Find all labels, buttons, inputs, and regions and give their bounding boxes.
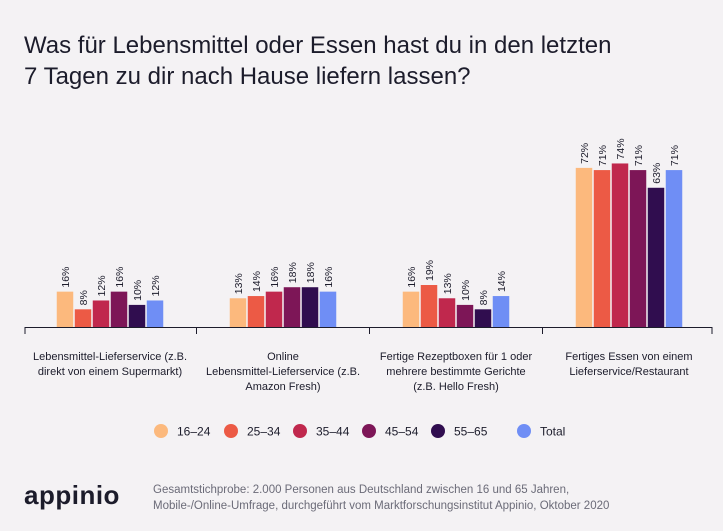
bar-25-34-group-4 bbox=[593, 170, 611, 327]
legend-marker bbox=[431, 424, 445, 438]
data-label: 71% bbox=[633, 145, 645, 166]
category-label: Fertiges Essen von einem bbox=[565, 351, 692, 363]
footnote-line-2: Mobile-/Online-Umfrage, durchgeführt vom… bbox=[153, 500, 610, 512]
data-label: 16% bbox=[269, 267, 281, 288]
data-label: 71% bbox=[597, 145, 609, 166]
bar-35-44-group-4 bbox=[611, 163, 629, 327]
data-label: 16% bbox=[60, 267, 72, 288]
legend-marker bbox=[293, 424, 307, 438]
legend-marker bbox=[362, 424, 376, 438]
category-label: Amazon Fresh) bbox=[245, 381, 320, 393]
appinio-logo: appinio bbox=[24, 480, 120, 510]
category-label: mehrere bestimmte Gerichte bbox=[386, 366, 525, 378]
footnote: Gesamtstichprobe: 2.000 Personen aus Deu… bbox=[153, 482, 713, 514]
bar-45-54-group-4 bbox=[629, 170, 647, 327]
category-label: Lieferservice/Restaurant bbox=[569, 366, 688, 378]
bar-total-group-2 bbox=[319, 291, 337, 327]
legend-label: 55–65 bbox=[454, 425, 488, 439]
chart-title-line-1: Was für Lebensmittel oder Essen hast du … bbox=[24, 32, 612, 59]
data-label: 72% bbox=[579, 143, 591, 164]
data-label: 14% bbox=[251, 271, 263, 292]
data-label: 74% bbox=[615, 138, 627, 159]
category-label: direkt von einem Supermarkt) bbox=[38, 366, 182, 378]
data-label: 8% bbox=[478, 290, 490, 305]
data-label: 18% bbox=[287, 262, 299, 283]
category-label: Fertige Rezeptboxen für 1 oder bbox=[380, 351, 533, 363]
data-label: 16% bbox=[323, 267, 335, 288]
chart-title-line-2: 7 Tagen zu dir nach Hause liefern lassen… bbox=[24, 63, 471, 90]
data-label: 14% bbox=[496, 271, 508, 292]
bar-16-24-group-1 bbox=[56, 291, 74, 327]
data-label: 13% bbox=[233, 273, 245, 294]
category-label: Lebensmittel-Lieferservice (z.B. bbox=[206, 366, 360, 378]
bar-45-54-group-2 bbox=[283, 287, 301, 327]
category-label: Online bbox=[267, 351, 299, 363]
bar-55-65-group-1 bbox=[128, 304, 146, 327]
data-label: 12% bbox=[96, 275, 108, 296]
bar-total-group-1 bbox=[146, 300, 164, 327]
data-label: 18% bbox=[305, 262, 317, 283]
bar-55-65-group-4 bbox=[647, 187, 665, 327]
bar-25-34-group-2 bbox=[247, 296, 265, 327]
data-label: 19% bbox=[424, 260, 436, 281]
bar-45-54-group-1 bbox=[110, 291, 128, 327]
legend-label: 25–34 bbox=[247, 425, 281, 439]
bar-16-24-group-3 bbox=[402, 291, 420, 327]
legend-marker bbox=[224, 424, 238, 438]
data-label: 16% bbox=[114, 267, 126, 288]
category-label: (z.B. Hello Fresh) bbox=[413, 381, 499, 393]
bar-25-34-group-3 bbox=[420, 285, 438, 327]
category-label: Lebensmittel-Lieferservice (z.B. bbox=[33, 351, 187, 363]
data-label: 12% bbox=[150, 275, 162, 296]
footnote-line-1: Gesamtstichprobe: 2.000 Personen aus Deu… bbox=[153, 484, 570, 496]
legend-marker bbox=[517, 424, 531, 438]
data-label: 16% bbox=[406, 267, 418, 288]
bar-35-44-group-3 bbox=[438, 298, 456, 327]
legend-label: 35–44 bbox=[316, 425, 350, 439]
bar-45-54-group-3 bbox=[456, 304, 474, 327]
data-label: 10% bbox=[460, 280, 472, 301]
chart-title: Was für Lebensmittel oder Essen hast du … bbox=[24, 30, 704, 92]
bar-35-44-group-1 bbox=[92, 300, 110, 327]
bar-16-24-group-4 bbox=[575, 167, 593, 327]
legend-label: Total bbox=[540, 425, 565, 439]
legend-label: 45–54 bbox=[385, 425, 419, 439]
data-label: 8% bbox=[78, 290, 90, 305]
bar-35-44-group-2 bbox=[265, 291, 283, 327]
legend-marker bbox=[154, 424, 168, 438]
bar-total-group-3 bbox=[492, 296, 510, 327]
data-label: 10% bbox=[132, 280, 144, 301]
data-label: 63% bbox=[651, 163, 663, 184]
bar-16-24-group-2 bbox=[229, 298, 247, 327]
bar-55-65-group-3 bbox=[474, 309, 492, 327]
data-label: 13% bbox=[442, 273, 454, 294]
bar-25-34-group-1 bbox=[74, 309, 92, 327]
bar-total-group-4 bbox=[665, 170, 683, 327]
bar-55-65-group-2 bbox=[301, 287, 319, 327]
legend-label: 16–24 bbox=[177, 425, 211, 439]
data-label: 71% bbox=[669, 145, 681, 166]
